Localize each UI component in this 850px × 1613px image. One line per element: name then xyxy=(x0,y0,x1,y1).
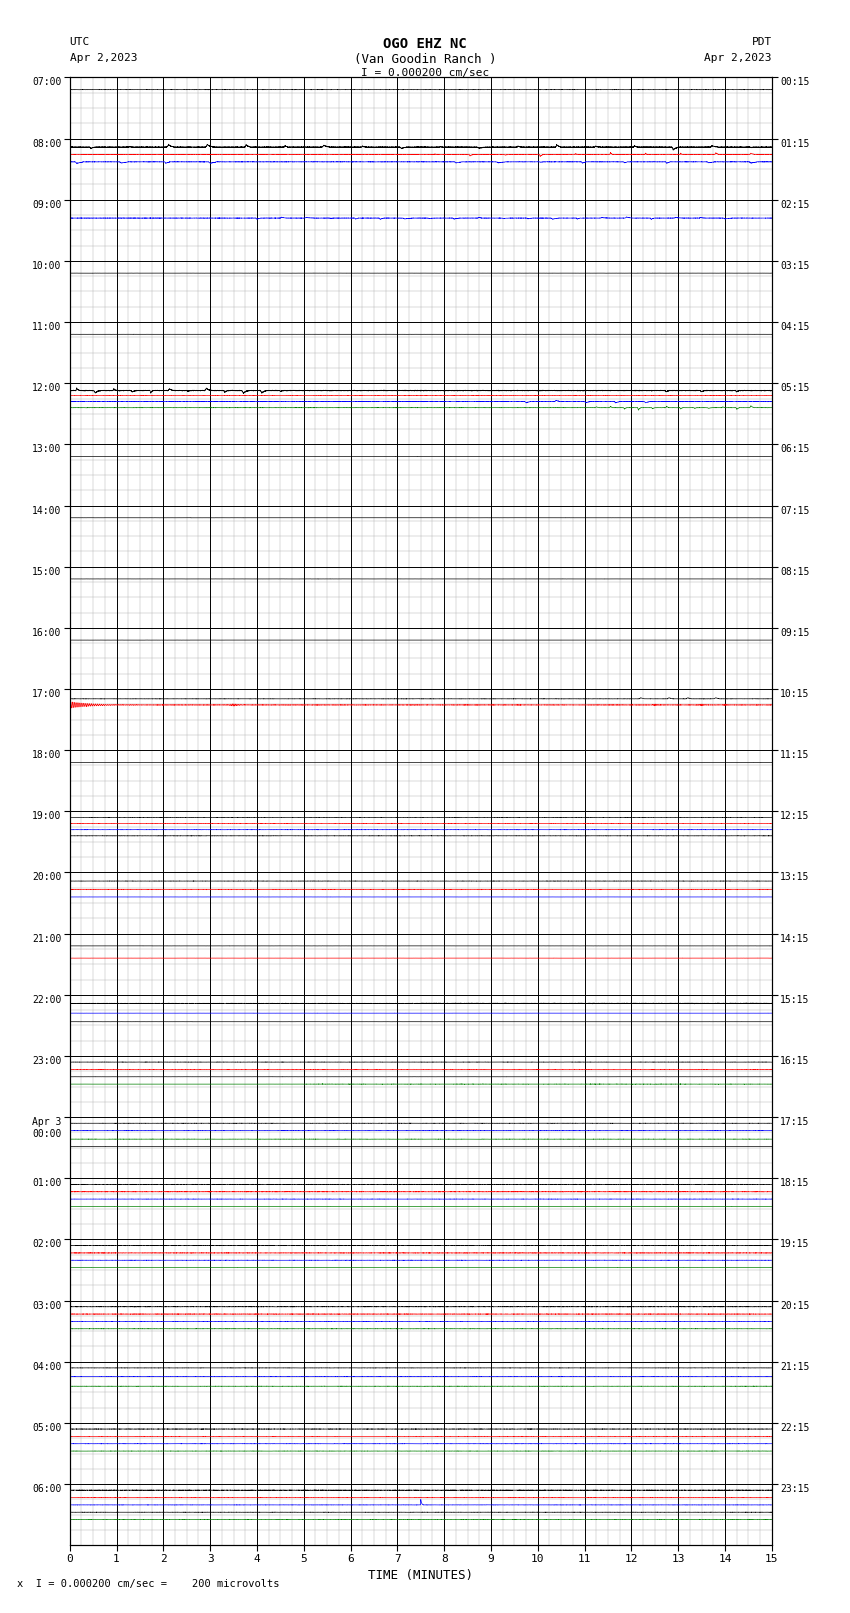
Text: Apr 2,2023: Apr 2,2023 xyxy=(70,53,137,63)
X-axis label: TIME (MINUTES): TIME (MINUTES) xyxy=(368,1569,473,1582)
Text: I = 0.000200 cm/sec: I = 0.000200 cm/sec xyxy=(361,68,489,77)
Text: OGO EHZ NC: OGO EHZ NC xyxy=(383,37,467,52)
Text: UTC: UTC xyxy=(70,37,90,47)
Text: PDT: PDT xyxy=(751,37,772,47)
Text: x  I = 0.000200 cm/sec =    200 microvolts: x I = 0.000200 cm/sec = 200 microvolts xyxy=(17,1579,280,1589)
Text: (Van Goodin Ranch ): (Van Goodin Ranch ) xyxy=(354,53,496,66)
Text: Apr 2,2023: Apr 2,2023 xyxy=(705,53,772,63)
